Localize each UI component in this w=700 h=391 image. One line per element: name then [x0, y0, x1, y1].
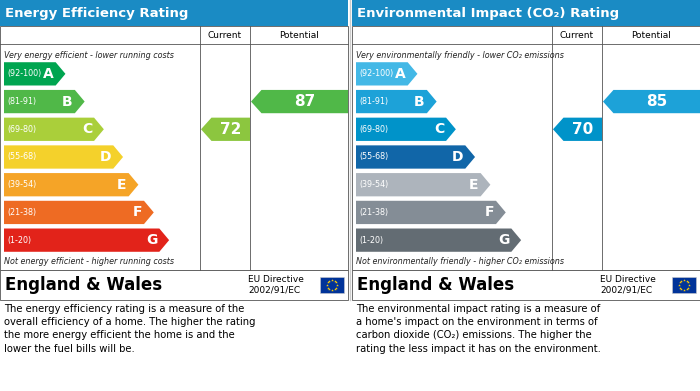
Text: (1-20): (1-20) [7, 236, 31, 245]
Text: C: C [434, 122, 444, 136]
Polygon shape [553, 118, 602, 141]
FancyBboxPatch shape [0, 26, 348, 270]
Text: (21-38): (21-38) [7, 208, 36, 217]
Text: Potential: Potential [631, 32, 671, 41]
Polygon shape [356, 145, 475, 169]
Text: (69-80): (69-80) [359, 125, 388, 134]
Text: Current: Current [208, 32, 242, 41]
Text: Very environmentally friendly - lower CO₂ emissions: Very environmentally friendly - lower CO… [356, 51, 564, 60]
Text: B: B [62, 95, 73, 109]
FancyBboxPatch shape [352, 270, 700, 300]
Polygon shape [356, 201, 506, 224]
Text: B: B [414, 95, 425, 109]
Text: (1-20): (1-20) [359, 236, 383, 245]
Text: Not environmentally friendly - higher CO₂ emissions: Not environmentally friendly - higher CO… [356, 257, 564, 266]
Text: (55-68): (55-68) [359, 152, 389, 161]
FancyBboxPatch shape [320, 277, 344, 293]
Polygon shape [4, 90, 85, 113]
Polygon shape [4, 228, 169, 252]
Text: Environmental Impact (CO₂) Rating: Environmental Impact (CO₂) Rating [357, 7, 619, 20]
Text: England & Wales: England & Wales [357, 276, 514, 294]
Text: 72: 72 [220, 122, 242, 137]
Polygon shape [4, 62, 65, 86]
Text: G: G [146, 233, 158, 247]
Text: 70: 70 [572, 122, 594, 137]
Text: Energy Efficiency Rating: Energy Efficiency Rating [5, 7, 188, 20]
Polygon shape [201, 118, 250, 141]
Text: EU Directive
2002/91/EC: EU Directive 2002/91/EC [248, 275, 304, 295]
Polygon shape [356, 62, 417, 86]
Text: (81-91): (81-91) [359, 97, 388, 106]
Text: E: E [117, 178, 127, 192]
Text: (92-100): (92-100) [359, 69, 393, 78]
Text: The environmental impact rating is a measure of
a home's impact on the environme: The environmental impact rating is a mea… [356, 304, 601, 353]
Text: (69-80): (69-80) [7, 125, 36, 134]
Text: (81-91): (81-91) [7, 97, 36, 106]
Text: C: C [82, 122, 92, 136]
Polygon shape [356, 228, 521, 252]
Text: (55-68): (55-68) [7, 152, 36, 161]
Polygon shape [603, 90, 700, 113]
Text: A: A [395, 67, 406, 81]
Text: D: D [452, 150, 463, 164]
Polygon shape [4, 173, 139, 196]
Polygon shape [4, 201, 154, 224]
FancyBboxPatch shape [0, 270, 348, 300]
FancyBboxPatch shape [352, 0, 700, 26]
Text: Current: Current [560, 32, 594, 41]
Polygon shape [251, 90, 348, 113]
Text: The energy efficiency rating is a measure of the
overall efficiency of a home. T: The energy efficiency rating is a measur… [4, 304, 255, 353]
Text: England & Wales: England & Wales [5, 276, 162, 294]
Polygon shape [356, 118, 456, 141]
Text: Not energy efficient - higher running costs: Not energy efficient - higher running co… [4, 257, 174, 266]
Text: 85: 85 [646, 94, 667, 109]
Text: F: F [484, 205, 494, 219]
Text: F: F [132, 205, 142, 219]
Text: (39-54): (39-54) [359, 180, 389, 189]
Text: (39-54): (39-54) [7, 180, 36, 189]
Text: A: A [43, 67, 54, 81]
Polygon shape [356, 90, 437, 113]
Text: G: G [498, 233, 510, 247]
Polygon shape [356, 173, 491, 196]
Text: (21-38): (21-38) [359, 208, 388, 217]
FancyBboxPatch shape [0, 0, 348, 26]
Polygon shape [4, 145, 123, 169]
Text: 87: 87 [294, 94, 316, 109]
Text: Potential: Potential [279, 32, 319, 41]
Text: (92-100): (92-100) [7, 69, 41, 78]
Polygon shape [4, 118, 104, 141]
Text: EU Directive
2002/91/EC: EU Directive 2002/91/EC [600, 275, 656, 295]
Text: E: E [469, 178, 479, 192]
FancyBboxPatch shape [672, 277, 696, 293]
Text: D: D [100, 150, 111, 164]
FancyBboxPatch shape [352, 26, 700, 270]
Text: Very energy efficient - lower running costs: Very energy efficient - lower running co… [4, 51, 174, 60]
